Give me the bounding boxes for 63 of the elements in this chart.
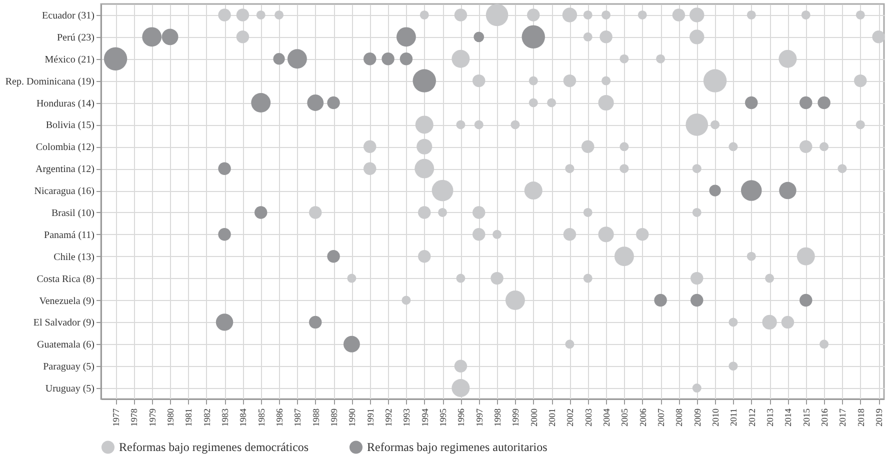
- y-tick-label: Guatemala (6): [37, 340, 94, 351]
- x-tick-label: 1997: [474, 408, 484, 426]
- y-tick-label: Uruguay (5): [45, 384, 94, 395]
- y-tick-label: Venezuela (9): [39, 296, 94, 307]
- x-tick-label: 1992: [384, 408, 394, 426]
- x-tick-label: 2013: [765, 408, 776, 426]
- y-tick-label: Argentina (12): [36, 164, 94, 176]
- x-tick-label: 1984: [238, 408, 248, 426]
- legend-label: Reformas bajo regimenes democráticos: [119, 440, 309, 454]
- x-tick-label: 2009: [692, 408, 702, 426]
- y-tick-label: Panamá (11): [44, 230, 94, 241]
- x-tick-label: 1993: [402, 408, 412, 426]
- x-tick-label: 2011: [728, 408, 739, 426]
- x-tick-label: 2000: [528, 408, 539, 426]
- x-tick-label: 1998: [492, 408, 503, 426]
- y-tick-label: Colombia (12): [36, 142, 94, 154]
- x-tick-label: 1985: [256, 408, 266, 426]
- x-tick-label: 1988: [310, 408, 321, 426]
- y-tick-label: Perú (23): [57, 32, 94, 44]
- x-tick-label: 2018: [856, 408, 866, 426]
- y-tick-label: Honduras (14): [36, 98, 94, 110]
- x-tick-label: 1990: [347, 408, 358, 426]
- x-tick-label: 1981: [184, 408, 194, 426]
- x-tick-label: 1978: [129, 408, 140, 426]
- x-tick-label: 1995: [438, 408, 448, 426]
- x-tick-label: 1994: [420, 408, 430, 426]
- x-tick-label: 2001: [547, 408, 558, 426]
- y-tick-label: Bolivia (15): [46, 120, 94, 132]
- y-tick-label: Costa Rica (8): [36, 274, 94, 285]
- y-tick-label: México (21): [44, 54, 94, 66]
- y-tick-label: Paraguay (5): [43, 362, 94, 373]
- x-tick-label: 2002: [565, 408, 576, 426]
- x-tick-label: 1996: [456, 408, 466, 426]
- y-tick-label: El Salvador (9): [33, 318, 94, 329]
- x-tick-label: 2016: [820, 408, 830, 426]
- x-tick-label: 1977: [111, 408, 122, 426]
- x-tick-label: 2012: [746, 408, 757, 426]
- x-tick-label: 2019: [874, 408, 884, 426]
- y-tick-label: Ecuador (31): [42, 10, 94, 22]
- x-tick-label: 1991: [365, 408, 376, 426]
- y-tick-label: Brasil (10): [51, 208, 94, 219]
- x-tick-label: 1982: [202, 408, 212, 426]
- legend-label: Reformas bajo regimenes autoritarios: [367, 440, 548, 454]
- x-tick-label: 2005: [620, 408, 630, 426]
- x-tick-label: 1979: [147, 408, 158, 426]
- y-tick-label: Rep. Dominicana (19): [5, 76, 94, 88]
- x-tick-label: 1999: [510, 408, 521, 426]
- x-tick-label: 2004: [602, 408, 612, 426]
- x-tick-label: 1986: [274, 408, 285, 426]
- y-tick-label: Chile (13): [54, 252, 94, 263]
- x-tick-label: 2008: [674, 408, 684, 426]
- x-tick-label: 2003: [583, 408, 594, 426]
- x-tick-label: 2015: [801, 408, 812, 426]
- x-tick-label: 1987: [292, 408, 303, 426]
- x-tick-label: 2010: [710, 408, 721, 426]
- x-tick-label: 2017: [838, 408, 848, 426]
- x-tick-label: 2014: [783, 408, 794, 426]
- x-tick-label: 2007: [656, 408, 666, 426]
- x-tick-label: 2006: [638, 408, 648, 426]
- y-tick-label: Nicaragua (16): [34, 186, 94, 198]
- x-tick-label: 1983: [220, 408, 230, 426]
- x-tick-label: 1980: [166, 408, 176, 426]
- x-tick-label: 1989: [329, 408, 340, 426]
